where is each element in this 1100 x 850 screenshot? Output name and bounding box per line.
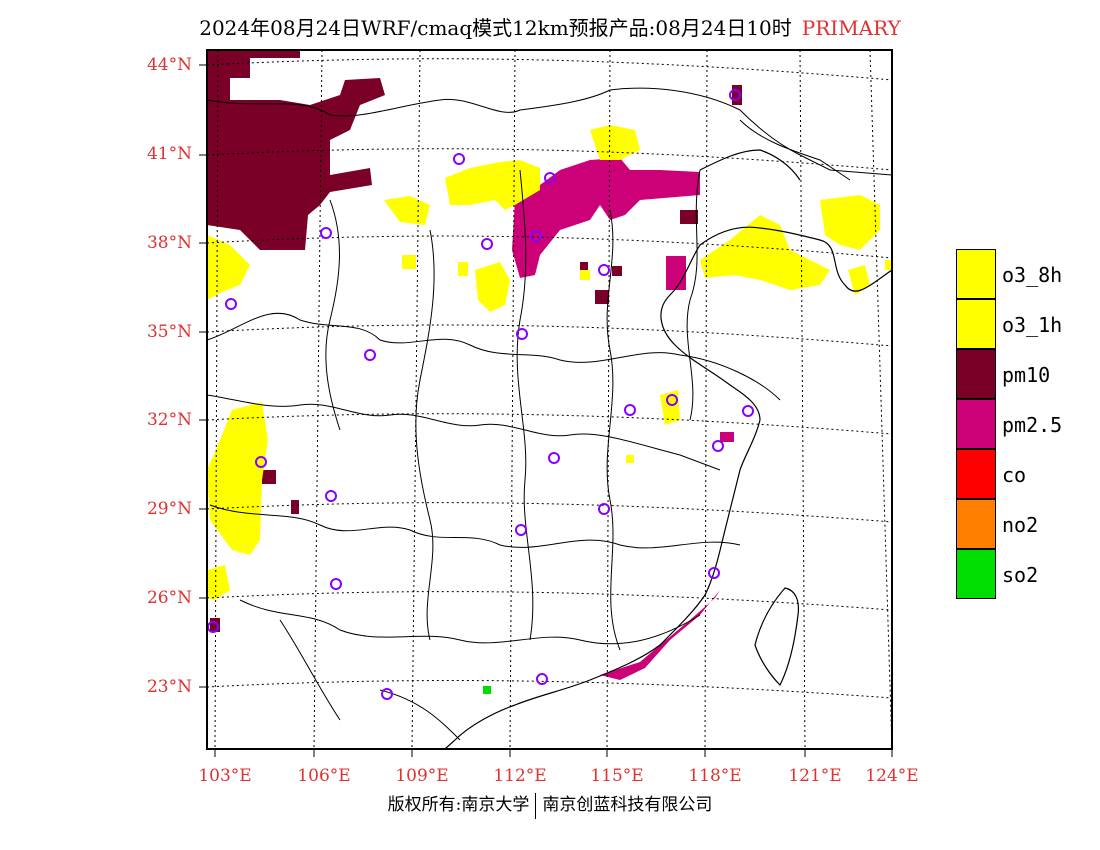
city-marker	[515, 524, 527, 536]
city-marker	[255, 456, 267, 468]
city-marker	[742, 405, 754, 417]
map-frame	[206, 49, 893, 750]
map-title: 2024年08月24日WRF/cmaq模式12km预报产品:08月24日10时 P…	[0, 12, 1100, 41]
city-marker	[364, 349, 376, 361]
legend-label: o3_8h	[1002, 263, 1063, 287]
lat-label: 23°N	[146, 677, 192, 697]
so2-field	[483, 686, 491, 694]
legend-label: co	[1002, 463, 1027, 487]
pm10-field-northwest	[207, 50, 742, 632]
lat-label: 35°N	[146, 322, 192, 342]
graticule	[207, 50, 892, 749]
city-marker	[530, 230, 542, 242]
footer-separator	[535, 792, 537, 819]
city-marker	[325, 490, 337, 502]
city-marker	[729, 89, 741, 101]
lon-label: 121°E	[788, 766, 842, 786]
legend-swatch	[956, 349, 996, 399]
city-marker	[598, 264, 610, 276]
city-marker	[330, 578, 342, 590]
lon-label: 124°E	[865, 766, 919, 786]
city-marker	[666, 394, 678, 406]
title-text: 2024年08月24日WRF/cmaq模式12km预报产品:08月24日10时	[199, 16, 792, 40]
copyright-left: 版权所有:南京大学	[387, 795, 530, 815]
city-marker	[598, 503, 610, 515]
lon-label: 115°E	[590, 766, 644, 786]
legend-swatch	[956, 249, 996, 299]
legend-label: no2	[1002, 513, 1039, 537]
city-marker	[453, 153, 465, 165]
city-marker	[708, 567, 720, 579]
taiwan-island	[754, 587, 800, 687]
city-marker	[320, 227, 332, 239]
lat-label: 38°N	[146, 233, 192, 253]
city-markers	[207, 89, 754, 700]
city-marker	[712, 440, 724, 452]
copyright-footer: 版权所有:南京大学 南京创蓝科技有限公司	[0, 790, 1100, 819]
legend-label: pm2.5	[1002, 413, 1063, 437]
lat-label: 29°N	[146, 499, 192, 519]
lon-label: 106°E	[297, 766, 351, 786]
city-marker	[624, 404, 636, 416]
legend-swatch	[956, 299, 996, 349]
lon-label: 109°E	[395, 766, 449, 786]
province-boundaries	[207, 87, 892, 741]
legend-swatch	[956, 399, 996, 449]
lon-label: 118°E	[688, 766, 742, 786]
city-marker	[536, 673, 548, 685]
lat-label: 26°N	[146, 588, 192, 608]
primary-tag: PRIMARY	[801, 16, 901, 40]
copyright-right: 南京创蓝科技有限公司	[542, 795, 713, 815]
legend-swatch	[956, 499, 996, 549]
coastline	[444, 149, 892, 749]
legend-label: pm10	[1002, 363, 1051, 387]
city-marker	[225, 298, 237, 310]
o3-field	[207, 125, 891, 600]
lat-label: 44°N	[146, 55, 192, 75]
city-marker	[544, 172, 556, 184]
legend-label: o3_1h	[1002, 313, 1063, 337]
lat-label: 32°N	[146, 410, 192, 430]
axis-ticks	[199, 64, 893, 757]
lon-label: 112°E	[493, 766, 547, 786]
lat-label: 41°N	[146, 144, 192, 164]
legend-label: so2	[1002, 563, 1039, 587]
city-marker	[516, 328, 528, 340]
city-marker	[548, 452, 560, 464]
city-marker	[481, 238, 493, 250]
lon-label: 103°E	[198, 766, 252, 786]
legend-swatch	[956, 449, 996, 499]
legend-swatch	[956, 549, 996, 599]
city-marker	[381, 688, 393, 700]
